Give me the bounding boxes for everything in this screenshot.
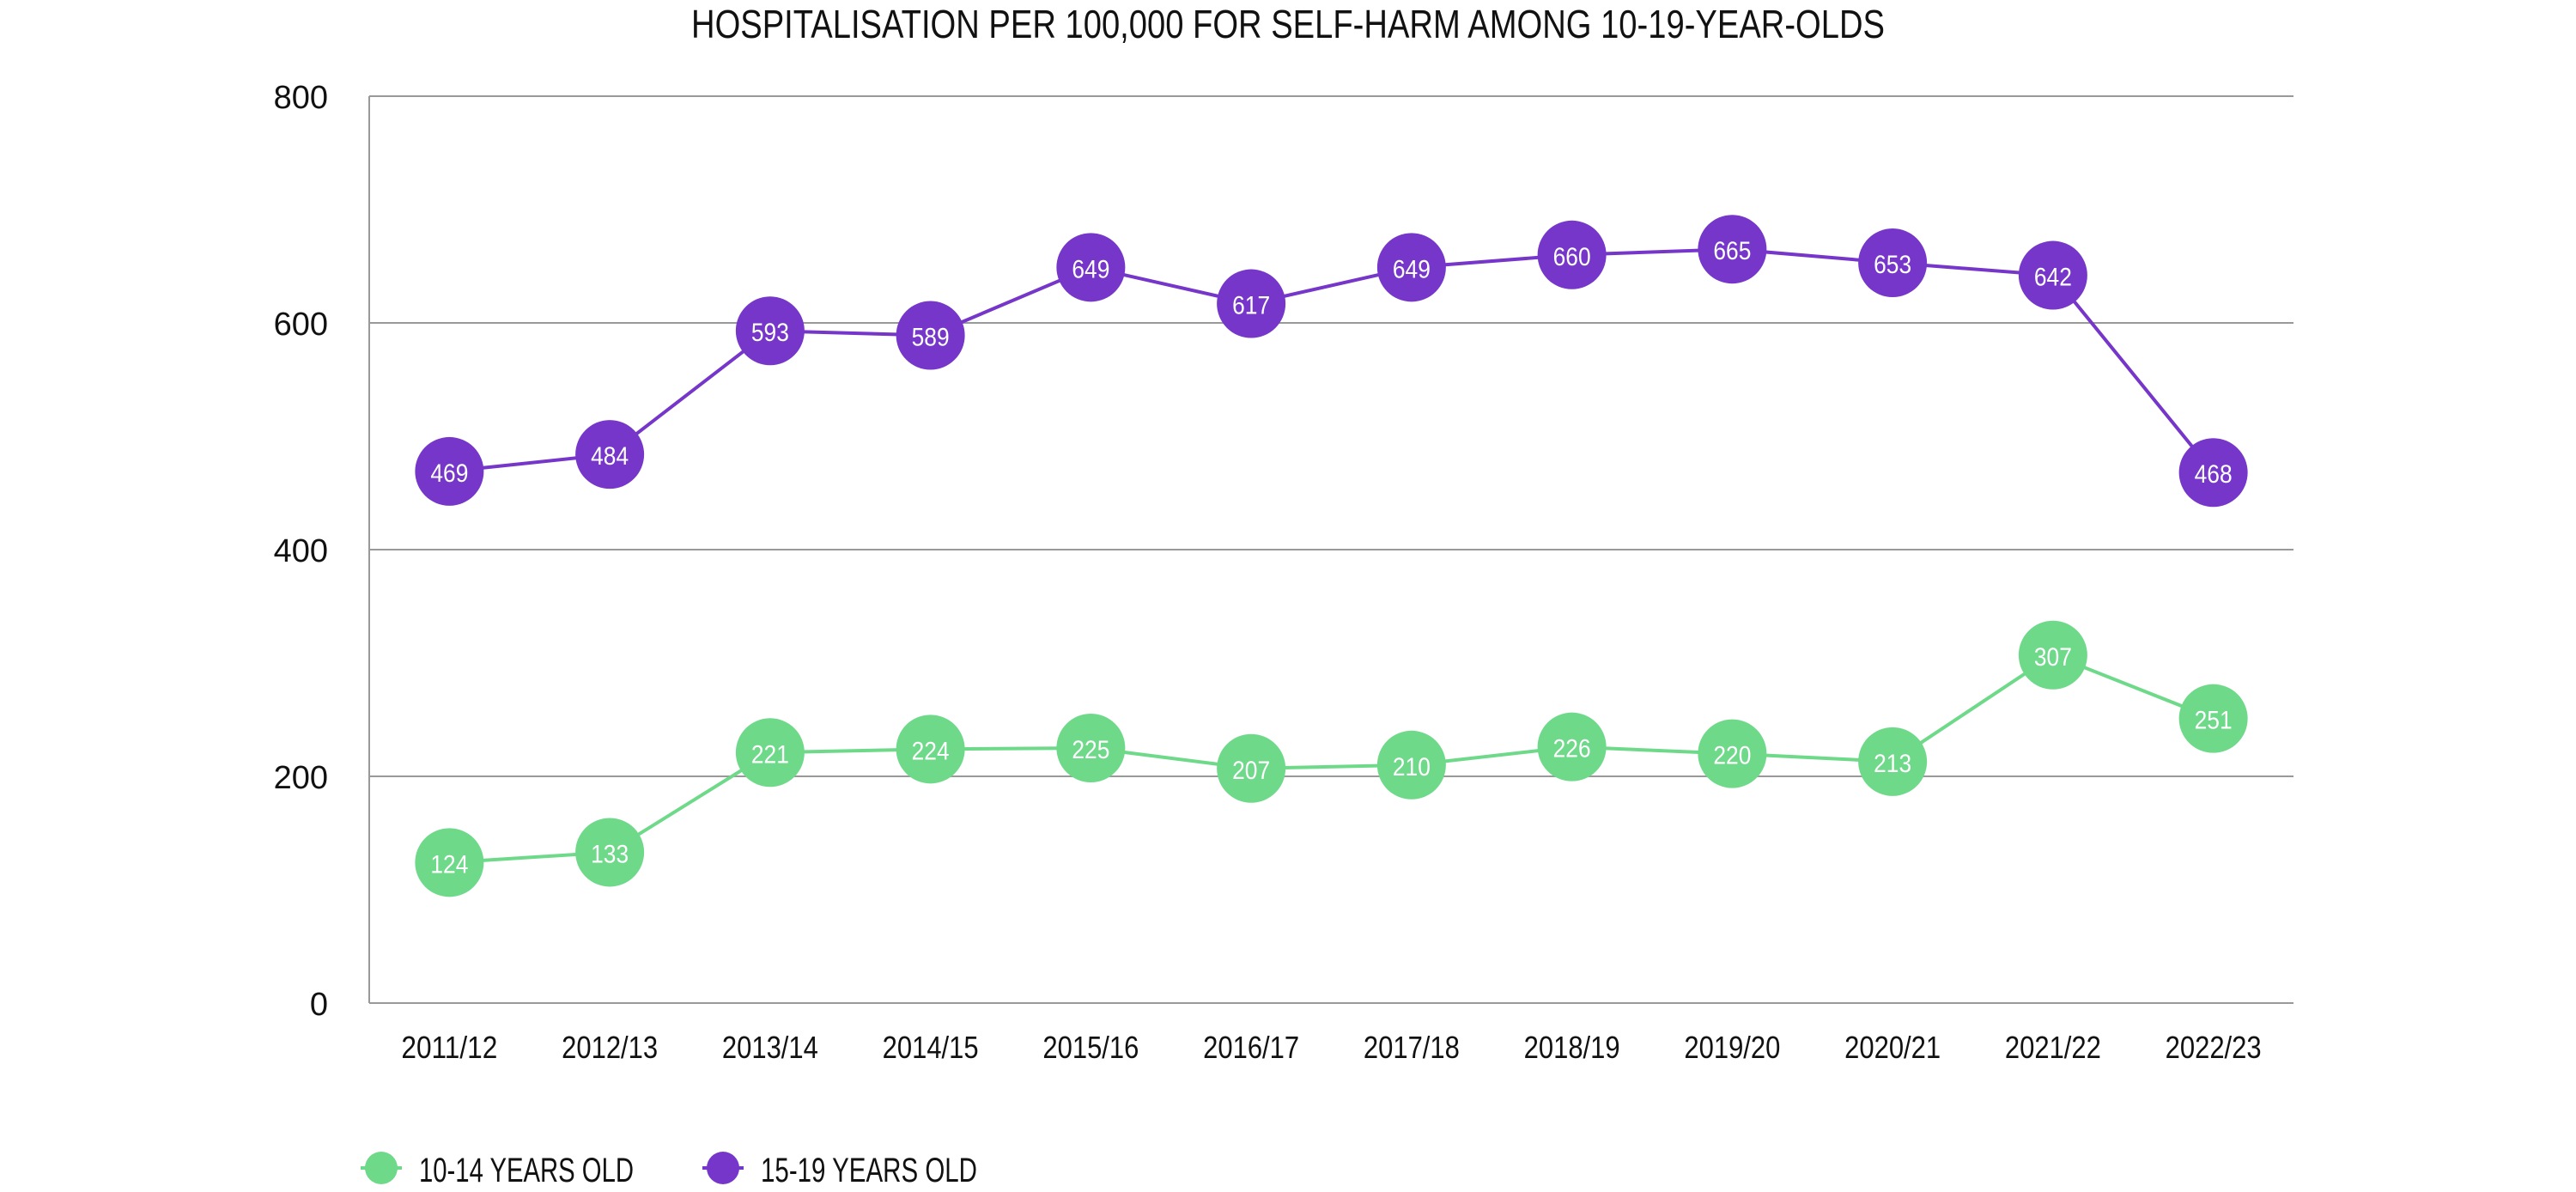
data-point bbox=[1858, 228, 1928, 298]
data-point bbox=[1056, 233, 1126, 302]
data-label: 484 bbox=[591, 442, 629, 471]
legend-label: 10-14 YEARS OLD bbox=[419, 1152, 634, 1189]
data-point bbox=[735, 718, 805, 788]
x-tick-label: 2012/13 bbox=[562, 1030, 658, 1065]
gridlines bbox=[368, 95, 2293, 1004]
x-tick-label: 2020/21 bbox=[1844, 1030, 1941, 1065]
data-point bbox=[2178, 684, 2248, 753]
x-tick-label: 2011/12 bbox=[401, 1030, 497, 1065]
data-label: 224 bbox=[912, 737, 950, 765]
data-label: 225 bbox=[1072, 736, 1109, 764]
x-tick-label: 2017/18 bbox=[1364, 1030, 1460, 1065]
x-tick-label: 2018/19 bbox=[1524, 1030, 1620, 1065]
data-point bbox=[1537, 712, 1607, 781]
series-line bbox=[449, 247, 2215, 474]
data-label: 653 bbox=[1874, 251, 1911, 279]
data-point bbox=[575, 420, 645, 490]
series-15-19: 469 484 593 589 649 617 649 660 665 653 642 468 bbox=[415, 215, 2248, 508]
series-10-14: 124 133 221 224 225 207 210 226 220 213 307 251 bbox=[415, 620, 2248, 897]
data-point bbox=[1698, 719, 1767, 788]
data-label: 226 bbox=[1553, 735, 1591, 763]
data-label: 649 bbox=[1072, 255, 1109, 283]
data-point bbox=[896, 301, 965, 370]
legend-item: 10-14 YEARS OLD bbox=[361, 1152, 634, 1189]
data-label: 207 bbox=[1232, 757, 1270, 785]
x-tick-label: 2014/15 bbox=[883, 1030, 979, 1065]
data-point bbox=[1858, 727, 1928, 796]
x-tick-label: 2016/17 bbox=[1203, 1030, 1299, 1065]
data-point bbox=[1217, 269, 1286, 338]
data-label: 642 bbox=[2034, 264, 2072, 292]
data-label: 665 bbox=[1713, 237, 1751, 265]
data-point bbox=[575, 818, 645, 887]
data-label: 649 bbox=[1393, 255, 1431, 283]
x-tick-label: 2015/16 bbox=[1042, 1030, 1139, 1065]
data-label: 220 bbox=[1713, 742, 1751, 770]
x-tick-label: 2019/20 bbox=[1684, 1030, 1780, 1065]
data-point bbox=[1698, 215, 1767, 284]
data-point bbox=[1217, 733, 1286, 803]
y-axis: 0 200 400 600 800 bbox=[274, 80, 328, 1023]
data-label: 251 bbox=[2195, 707, 2233, 735]
data-label: 307 bbox=[2034, 643, 2072, 672]
data-point bbox=[1056, 714, 1126, 782]
data-label: 468 bbox=[2195, 460, 2233, 489]
legend-item: 15-19 YEARS OLD bbox=[702, 1152, 977, 1189]
data-point bbox=[2018, 620, 2087, 690]
data-point bbox=[735, 296, 805, 366]
data-label: 660 bbox=[1553, 243, 1591, 271]
data-label: 124 bbox=[430, 850, 468, 879]
data-point bbox=[896, 715, 965, 784]
data-label: 210 bbox=[1393, 753, 1431, 781]
data-label: 469 bbox=[430, 459, 468, 488]
x-tick-label: 2013/14 bbox=[722, 1030, 818, 1065]
legend-marker-icon bbox=[707, 1152, 739, 1184]
data-label: 589 bbox=[912, 324, 950, 352]
legend: 10-14 YEARS OLD 15-19 YEARS OLD bbox=[361, 1152, 977, 1189]
y-tick-label: 600 bbox=[274, 307, 328, 343]
data-label: 617 bbox=[1232, 292, 1270, 320]
data-point bbox=[1376, 233, 1446, 302]
x-tick-label: 2021/22 bbox=[2005, 1030, 2101, 1065]
y-tick-label: 800 bbox=[274, 80, 328, 116]
data-point bbox=[2178, 438, 2248, 508]
data-point bbox=[2018, 240, 2087, 310]
data-point bbox=[1537, 220, 1607, 289]
legend-marker-icon bbox=[365, 1152, 398, 1184]
data-label: 133 bbox=[591, 840, 629, 868]
legend-label: 15-19 YEARS OLD bbox=[761, 1152, 977, 1189]
y-tick-label: 200 bbox=[274, 760, 328, 796]
chart-title: HOSPITALISATION PER 100,000 FOR SELF-HAR… bbox=[691, 2, 1885, 46]
data-point bbox=[415, 436, 484, 506]
x-axis: 2011/12 2012/13 2013/14 2014/15 2015/16 2016/… bbox=[401, 1030, 2261, 1065]
data-label: 593 bbox=[751, 319, 789, 347]
x-tick-label: 2022/23 bbox=[2166, 1030, 2262, 1065]
data-label: 213 bbox=[1874, 750, 1911, 778]
data-label: 221 bbox=[751, 740, 789, 769]
data-point bbox=[1376, 730, 1446, 800]
series-line bbox=[449, 653, 2215, 865]
y-tick-label: 0 bbox=[310, 987, 328, 1023]
y-tick-label: 400 bbox=[274, 533, 328, 569]
data-point bbox=[415, 828, 484, 897]
